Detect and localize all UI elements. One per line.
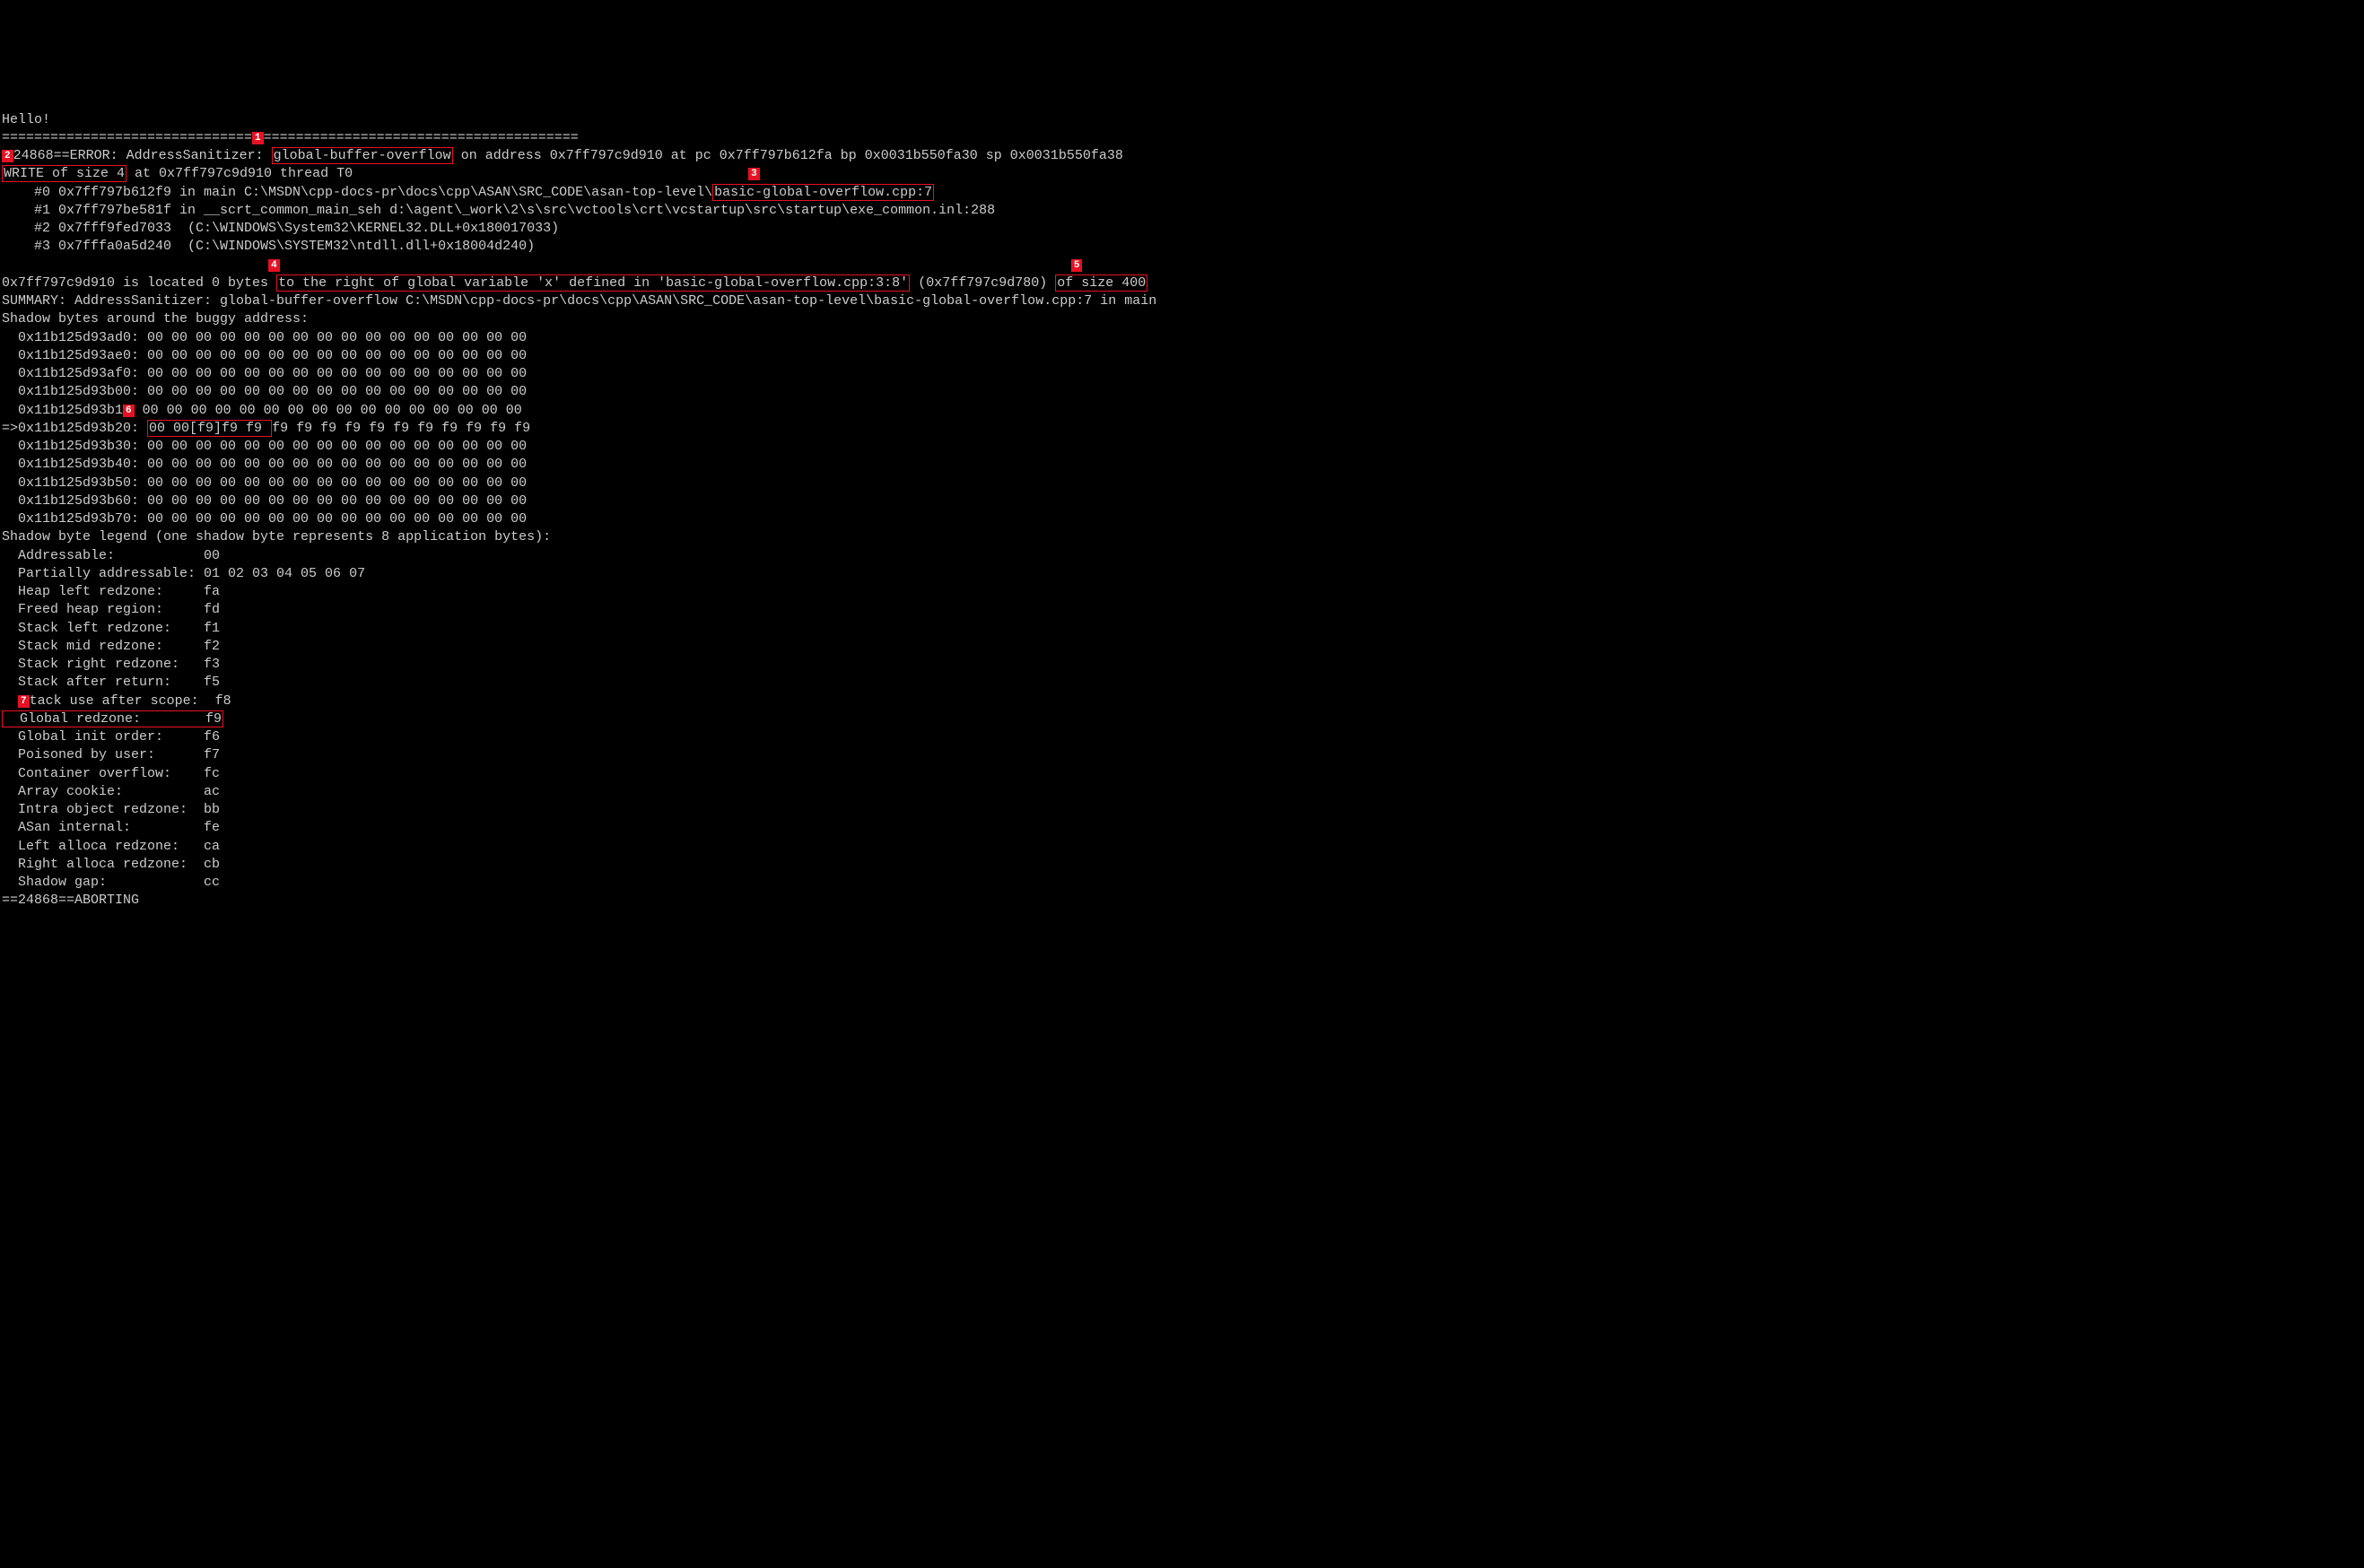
legend-header: Shadow byte legend (one shadow byte repr… [2, 529, 551, 544]
location-line: 0x7ff797c9d910 is located 0 bytes [2, 275, 276, 291]
separator-line: ======================================= [264, 130, 579, 145]
output-line: at 0x7ff797c9d910 thread T0 [126, 166, 353, 181]
highlight-faulting-bytes: 00 00[f9]f9 f9 [147, 420, 272, 437]
callout-badge-7: 7 [18, 695, 30, 708]
location-line: (0x7ff797c9d780) [910, 275, 1055, 291]
output-line: Hello! [2, 112, 50, 127]
highlight-variable-size: of size 400 [1055, 274, 1147, 292]
legend-row: Global init order: f6 [2, 729, 220, 745]
shadow-row-current: f9 f9 f9 f9 f9 f9 f9 f9 f9 f9 f9 [272, 421, 530, 436]
shadow-row: 0x11b125d93b60: 00 00 00 00 00 00 00 00 … [2, 493, 527, 509]
legend-row: Intra object redzone: bb [2, 802, 220, 817]
legend-row: ASan internal: fe [2, 820, 220, 835]
stack-frame: #3 0x7fffa0a5d240 (C:\WINDOWS\SYSTEM32\n… [2, 239, 535, 254]
legend-row: Stack after return: f5 [2, 675, 220, 690]
shadow-row: 0x11b125d93b30: 00 00 00 00 00 00 00 00 … [2, 439, 527, 454]
legend-row: Heap left redzone: fa [2, 584, 220, 599]
callout-badge-6: 6 [123, 405, 135, 417]
stack-frame: #2 0x7fff9fed7033 (C:\WINDOWS\System32\K… [2, 221, 559, 236]
highlight-variable-location: to the right of global variable 'x' defi… [276, 274, 910, 292]
shadow-row: 0x11b125d93af0: 00 00 00 00 00 00 00 00 … [2, 366, 527, 381]
highlight-error-type: global-buffer-overflow [272, 147, 453, 164]
error-line: 24868==ERROR: AddressSanitizer: [13, 148, 272, 163]
legend-row: Stack right redzone: f3 [2, 657, 220, 672]
legend-row: Stack mid redzone: f2 [2, 639, 220, 654]
highlight-global-redzone: Global redzone: f9 [2, 710, 223, 727]
shadow-row: 0x11b125d93b1 [2, 403, 123, 418]
shadow-row: 0x11b125d93ad0: 00 00 00 00 00 00 00 00 … [2, 330, 527, 345]
separator-line: =============================== [2, 130, 252, 145]
highlight-write-size: WRITE of size 4 [2, 165, 126, 182]
legend-row: Container overflow: fc [2, 766, 220, 781]
callout-badge-4: 4 [268, 259, 280, 272]
terminal-output: Hello! ===============================1=… [0, 91, 2364, 911]
legend-row: Partially addressable: 01 02 03 04 05 06… [2, 566, 365, 581]
legend-row: Array cookie: ac [2, 784, 220, 799]
legend-row: Poisoned by user: f7 [2, 747, 220, 762]
aborting-line: ==24868==ABORTING [2, 893, 139, 908]
summary-line: SUMMARY: AddressSanitizer: global-buffer… [2, 293, 1156, 309]
shadow-row-current: =>0x11b125d93b20: [2, 421, 147, 436]
legend-row: Freed heap region: fd [2, 602, 220, 617]
callout-badge-3: 3 [748, 168, 760, 180]
shadow-header: Shadow bytes around the buggy address: [2, 311, 309, 327]
highlight-source-file: basic-global-overflow.cpp:7 [712, 184, 934, 201]
legend-row: Left alloca redzone: ca [2, 839, 220, 854]
legend-row: Stack left redzone: f1 [2, 621, 220, 636]
shadow-row: 0x11b125d93b70: 00 00 00 00 00 00 00 00 … [2, 511, 527, 527]
callout-badge-5: 5 [1071, 259, 1083, 272]
stack-frame: #0 0x7ff797b612f9 in main C:\MSDN\cpp-do… [2, 185, 712, 200]
legend-row: Right alloca redzone: cb [2, 857, 220, 872]
legend-row: Addressable: 00 [2, 548, 220, 563]
error-line: on address 0x7ff797c9d910 at pc 0x7ff797… [453, 148, 1123, 163]
callout-badge-2: 2 [2, 150, 13, 162]
shadow-row: 0x11b125d93b40: 00 00 00 00 00 00 00 00 … [2, 457, 527, 472]
shadow-row: 00 00 00 00 00 00 00 00 00 00 00 00 00 0… [135, 403, 522, 418]
shadow-row: 0x11b125d93b00: 00 00 00 00 00 00 00 00 … [2, 384, 527, 399]
legend-row: tack use after scope: f8 [30, 693, 231, 709]
legend-row: Shadow gap: cc [2, 875, 220, 890]
callout-badge-1: 1 [252, 132, 264, 144]
stack-frame: #1 0x7ff797be581f in __scrt_common_main_… [2, 203, 995, 218]
shadow-row: 0x11b125d93b50: 00 00 00 00 00 00 00 00 … [2, 475, 527, 491]
shadow-row: 0x11b125d93ae0: 00 00 00 00 00 00 00 00 … [2, 348, 527, 363]
